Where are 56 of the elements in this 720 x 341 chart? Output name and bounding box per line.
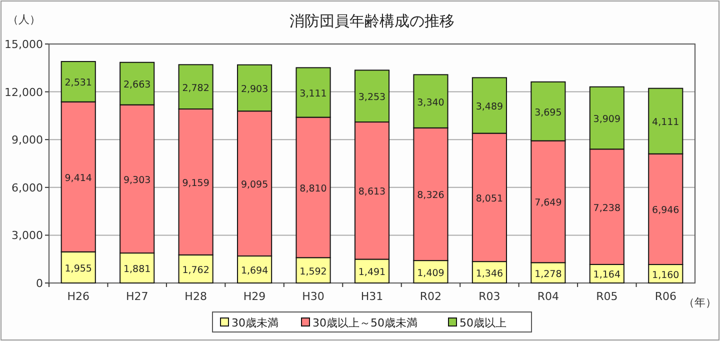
data-label: 9,159: [182, 178, 210, 189]
x-tick-label: H28: [184, 290, 207, 303]
legend-label: 50歳以上: [460, 316, 506, 330]
data-label: 8,326: [417, 190, 444, 202]
data-label: 3,340: [417, 97, 444, 108]
data-label: 8,613: [358, 186, 386, 198]
data-label: 2,903: [240, 84, 268, 95]
y-tick-label: 3,000: [12, 229, 43, 242]
data-label: 1,592: [300, 266, 327, 278]
data-label: 3,909: [593, 114, 621, 125]
data-label: 1,762: [182, 264, 210, 276]
data-label: 3,111: [300, 88, 327, 100]
x-tick-label: H29: [243, 290, 266, 303]
data-label: 6,946: [652, 205, 680, 216]
data-label: 7,649: [534, 198, 562, 209]
data-label: 1,160: [652, 270, 680, 281]
data-label: 3,489: [476, 101, 504, 112]
x-tick-label: R03: [478, 290, 500, 303]
data-label: 2,663: [123, 80, 151, 91]
legend-label: 30歳未満: [232, 316, 278, 330]
data-label: 9,414: [64, 172, 92, 184]
data-label: 1,491: [358, 267, 386, 278]
x-tick-label: H26: [67, 290, 90, 303]
data-label: 1,278: [534, 268, 562, 280]
data-label: 1,955: [64, 263, 92, 274]
y-tick-label: 12,000: [4, 86, 43, 99]
x-tick-label: R04: [537, 290, 560, 303]
x-tick-label: H30: [302, 290, 324, 303]
data-label: 2,782: [182, 82, 210, 94]
data-label: 1,881: [123, 264, 151, 276]
data-label: 9,303: [123, 174, 151, 186]
data-label: 3,253: [358, 92, 386, 104]
x-tick-label: H27: [126, 290, 148, 303]
chart-title: 消防団員年齢構成の推移: [290, 12, 454, 30]
y-tick-label: 15,000: [4, 38, 43, 51]
x-tick-label: R05: [596, 290, 618, 303]
legend-label: 30歳以上～50歳未満: [312, 316, 418, 330]
y-axis-title: （人）: [8, 13, 40, 26]
data-label: 2,531: [64, 78, 92, 89]
data-label: 8,051: [476, 193, 504, 204]
x-tick-label: R06: [654, 290, 676, 303]
data-label: 4,111: [652, 117, 680, 128]
data-label: 7,238: [593, 202, 621, 214]
x-tick-label: H31: [360, 290, 384, 303]
x-axis-title: （年）: [684, 296, 716, 309]
y-tick-label: 6,000: [12, 181, 43, 194]
y-tick-label: 0: [36, 277, 43, 290]
data-label: 1,409: [417, 268, 444, 279]
data-label: 9,095: [240, 180, 268, 191]
data-label: 3,695: [534, 107, 562, 118]
data-label: 8,810: [300, 183, 327, 194]
x-tick-label: R02: [420, 290, 442, 303]
y-tick-label: 9,000: [12, 134, 43, 147]
data-label: 1,164: [593, 270, 621, 281]
data-label: 1,694: [240, 266, 268, 277]
data-label: 1,346: [476, 268, 504, 280]
